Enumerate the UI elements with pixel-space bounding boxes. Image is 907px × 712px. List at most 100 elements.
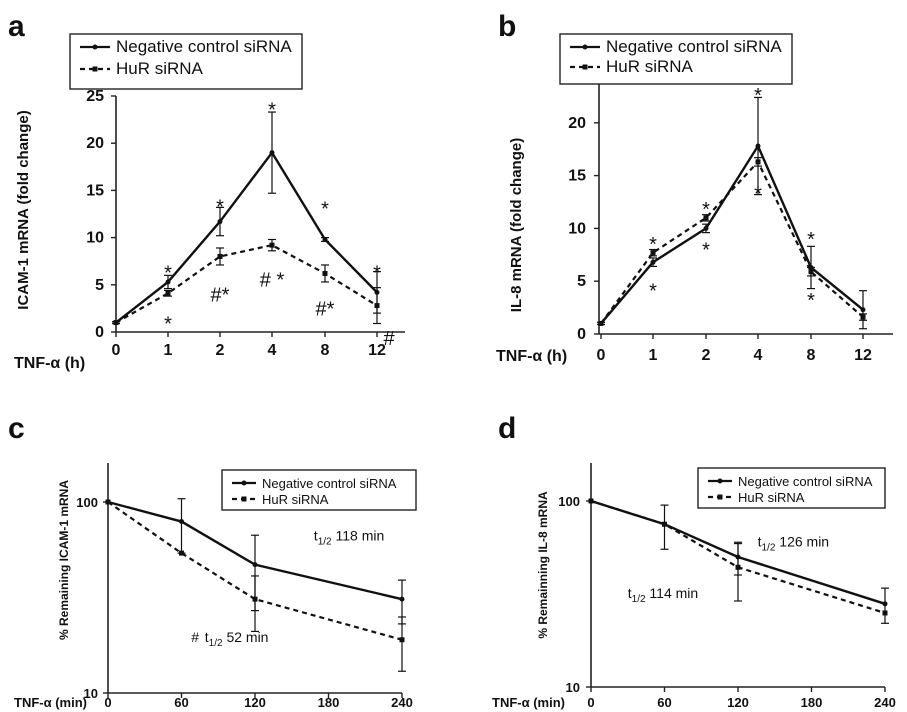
panel-c-ytick-label: 100 xyxy=(76,495,98,510)
panel-b-xtick-label: 1 xyxy=(649,347,658,364)
panel-a-point-hur xyxy=(374,303,380,309)
panel-b-letter: b xyxy=(498,10,516,43)
panel-a-series-hur-line xyxy=(115,243,378,324)
panel-b-point-control xyxy=(860,307,866,313)
panel-c-annotation: # xyxy=(191,629,199,645)
panel-a-point-control xyxy=(165,279,171,285)
panel-d-annotation-t: t xyxy=(628,585,632,601)
panel-d-point-control xyxy=(882,601,888,607)
panel-a-point-control xyxy=(269,150,275,156)
panel-a-ytick-label: 0 xyxy=(95,324,104,341)
panel-a-legend-label: Negative control siRNA xyxy=(116,37,292,56)
panel-a-xlabel: TNF-α (h) xyxy=(14,355,85,372)
panel-a-xtick-label: 12 xyxy=(368,342,386,359)
panel-c-point-hur xyxy=(252,596,258,602)
panel-a-point-hur xyxy=(269,242,275,248)
panel-a-annotation: * xyxy=(373,263,381,285)
panel-d-ylabel: % Remainning IL-8 mRNA xyxy=(536,491,550,639)
panel-a-point-control xyxy=(322,236,328,242)
panel-b-point-control xyxy=(703,225,709,231)
panel-b-annotation: * xyxy=(649,234,657,256)
panel-c-xtick-label: 120 xyxy=(244,695,266,710)
panel-c-annotation: t1/2 52 min xyxy=(205,629,269,649)
panel-a-ylabel: ICAM-1 mRNA (fold change) xyxy=(15,110,32,309)
panel-a-annotation: #* xyxy=(316,299,335,321)
panel-c-annotation-t: t xyxy=(314,527,318,543)
panel-b-legend-marker xyxy=(582,64,588,70)
panel-a-annotation: * xyxy=(164,263,172,285)
panel-c-point-hur xyxy=(105,499,111,505)
panel-a-point-hur xyxy=(217,253,223,259)
panel-b-annotation: * xyxy=(754,85,762,107)
panel-a-point-hur xyxy=(113,320,119,326)
panel-d-point-hur xyxy=(588,498,594,504)
panel-b-point-control xyxy=(755,143,761,149)
panel-d-annotation: t1/2 114 min xyxy=(628,585,698,605)
panel-b-point-hur xyxy=(703,215,709,221)
panel-a-point-hur xyxy=(165,290,171,296)
panel-c-annotation: t1/2 118 min xyxy=(314,527,384,547)
panel-c-annotation-t: t xyxy=(205,629,209,645)
panel-d-point-hur xyxy=(735,564,741,570)
panel-c-annotation-rest: 118 min xyxy=(332,527,385,543)
panel-d-xtick-label: 240 xyxy=(874,695,896,710)
panel-b-ytick-label: 5 xyxy=(577,273,586,290)
panel-c-ylabel: % Remaining ICAM-1 mRNA xyxy=(57,480,71,640)
panel-c-series-control-line xyxy=(107,500,403,601)
panel-b-legend-box xyxy=(559,33,793,85)
panel-b-point-hur xyxy=(598,320,604,326)
panel-d-legend-marker xyxy=(717,478,723,484)
panel-d-legend-label: Negative control siRNA xyxy=(738,474,873,489)
panel-a-point-control xyxy=(217,219,223,225)
panel-b-annotation: * xyxy=(702,199,710,221)
panel-a-series-control-line xyxy=(115,150,378,324)
panel-b-xtick-label: 0 xyxy=(597,347,606,364)
panel-d-annotation-rest: 114 min xyxy=(646,585,699,601)
panel-b-series-hur-line xyxy=(600,159,864,325)
panel-a-xtick-label: 0 xyxy=(112,342,121,359)
panel-a-point-hur xyxy=(322,270,328,276)
panel-d-legend-box xyxy=(697,467,886,509)
panel-a-xtick-label: 1 xyxy=(164,342,173,359)
panel-d-xtick-label: 120 xyxy=(727,695,749,710)
panel-b-ytick-label: 20 xyxy=(568,115,586,132)
panel-d-point-hur xyxy=(662,521,667,527)
panel-a-annotation: * xyxy=(164,314,172,336)
panel-c-point-hur xyxy=(399,637,405,643)
panel-a-legend-box xyxy=(69,33,303,90)
panel-d-series-hur-line xyxy=(590,499,886,615)
panel-d-letter: d xyxy=(498,412,516,445)
panel-c-ytick-label: 10 xyxy=(84,686,98,701)
panel-d-xtick-label: 60 xyxy=(657,695,671,710)
panel-c-annotation-sub: 1/2 xyxy=(318,536,332,547)
panel-a-letter: a xyxy=(8,10,25,43)
panel-c-legend-marker xyxy=(241,496,247,502)
panel-b-ytick-label: 10 xyxy=(568,220,586,237)
panel-a-ytick-label: 15 xyxy=(86,182,104,199)
panel-a-xtick-label: 4 xyxy=(268,342,277,359)
panel-a-legend-label: HuR siRNA xyxy=(116,59,204,78)
panel-d-ytick-label: 10 xyxy=(566,680,580,695)
panel-d-annotation-sub: 1/2 xyxy=(632,594,646,605)
panel-c-xtick-label: 240 xyxy=(391,695,413,710)
panel-a-legend-marker xyxy=(92,44,98,50)
panel-c-legend-box xyxy=(221,469,417,511)
panel-c-series-hur-line xyxy=(107,501,403,641)
panel-a-annotation: * xyxy=(268,99,276,121)
panel-b-annotation: * xyxy=(807,290,815,312)
panel-b-point-hur xyxy=(860,314,866,320)
panel-c-point-control xyxy=(252,562,258,568)
panel-b-ylabel: IL-8 mRNA (fold change) xyxy=(508,138,525,312)
panel-a-ytick-label: 5 xyxy=(95,277,104,294)
panel-c-annotation-sub: 1/2 xyxy=(209,638,223,649)
panel-c-legend-label: Negative control siRNA xyxy=(262,476,397,491)
panel-b-series-control-line xyxy=(600,143,864,325)
panel-b-point-hur xyxy=(808,269,814,275)
